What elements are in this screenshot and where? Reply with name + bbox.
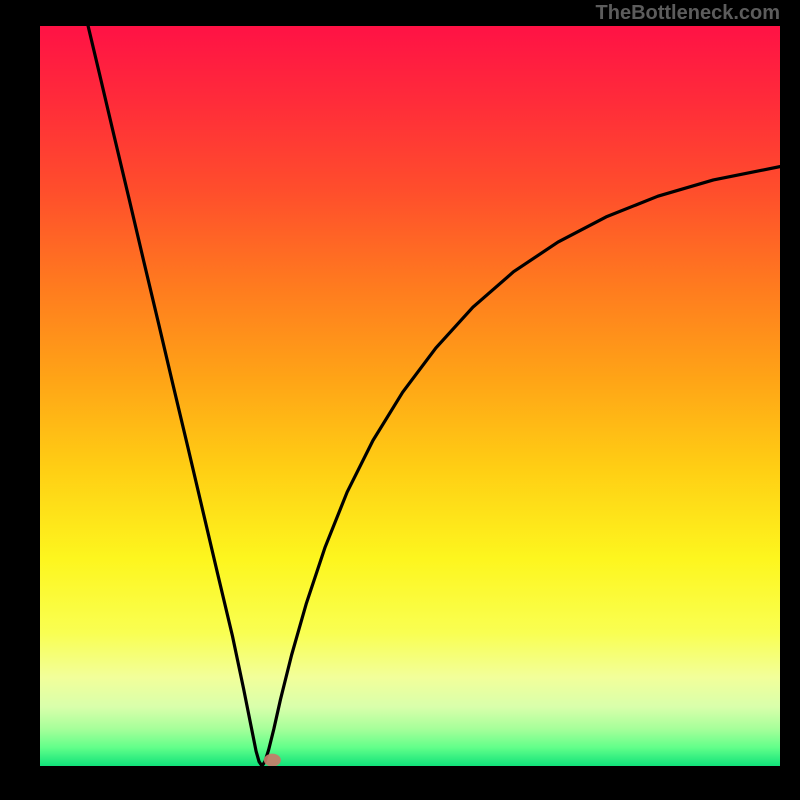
optimal-point-marker <box>264 754 281 766</box>
plot-svg <box>40 26 780 766</box>
chart-frame: TheBottleneck.com <box>0 0 800 800</box>
gradient-background <box>40 26 780 766</box>
watermark-text: TheBottleneck.com <box>596 2 780 25</box>
plot-area <box>40 26 780 766</box>
